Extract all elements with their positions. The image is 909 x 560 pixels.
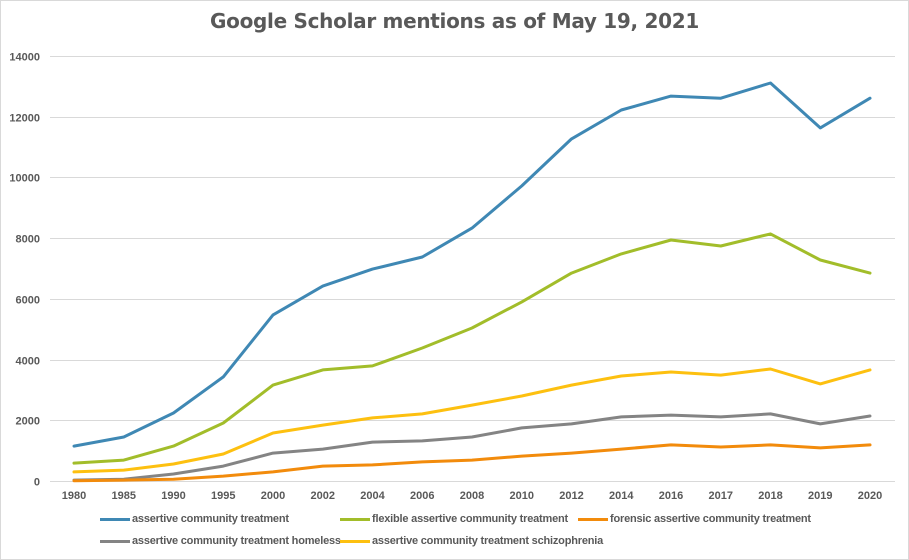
x-tick-label: 2010	[510, 490, 534, 502]
y-tick-label: 2000	[16, 416, 40, 428]
series-line-forensic-assertive-community-treatment	[72, 443, 872, 483]
legend-swatch	[100, 539, 130, 543]
y-tick-label: 12000	[9, 113, 40, 125]
y-tick-label: 8000	[16, 234, 40, 246]
y-tick-label: 6000	[16, 295, 40, 307]
chart-title: Google Scholar mentions as of May 19, 20…	[210, 9, 699, 33]
series-lines	[72, 81, 872, 483]
legend-item-assertive-community-treatment-homeless: assertive community treatment homeless	[100, 535, 341, 547]
x-axis-ticks: 1980 1985 1990 1995 2000 2002 2004 2006 2008 2010…	[62, 490, 882, 502]
y-tick-label: 0	[34, 477, 40, 489]
series-line-assertive-community-treatment-homeless	[72, 412, 872, 482]
x-tick-label: 2006	[410, 490, 434, 502]
x-tick-label: 2000	[261, 490, 285, 502]
legend-item-assertive-community-treatment-schizophrenia: assertive community treatment schizophre…	[340, 535, 603, 547]
x-tick-label: 1980	[62, 490, 86, 502]
x-tick-label: 2004	[360, 490, 385, 502]
legend-swatch	[578, 517, 608, 521]
y-tick-label: 14000	[9, 52, 40, 64]
legend-label: assertive community treatment schizophre…	[372, 535, 604, 547]
x-tick-label: 2002	[311, 490, 335, 502]
x-tick-label: 1995	[211, 490, 235, 502]
x-tick-label: 2016	[659, 490, 683, 502]
y-tick-label: 10000	[9, 173, 40, 185]
legend-item-forensic-assertive-community-treatment: forensic assertive community treatment	[578, 513, 811, 525]
legend-item-assertive-community-treatment: assertive community treatment	[100, 513, 289, 525]
x-tick-label: 2014	[609, 490, 634, 502]
x-tick-label: 2019	[808, 490, 832, 502]
gridlines	[50, 56, 895, 482]
x-tick-label: 2008	[460, 490, 484, 502]
x-tick-label: 2018	[758, 490, 782, 502]
y-tick-label: 4000	[16, 356, 40, 368]
x-tick-label: 1990	[161, 490, 185, 502]
series-line-assertive-community-treatment	[72, 81, 872, 448]
legend-label: assertive community treatment homeless	[132, 535, 341, 547]
x-tick-label: 1985	[112, 490, 136, 502]
x-tick-label: 2020	[858, 490, 882, 502]
x-tick-label: 2012	[559, 490, 583, 502]
legend-item-flexible-assertive-community-treatment: flexible assertive community treatment	[340, 513, 568, 525]
x-tick-label: 2017	[709, 490, 733, 502]
legend-swatch	[340, 539, 370, 543]
series-line-flexible-assertive-community-treatment	[72, 232, 872, 465]
legend-label: assertive community treatment	[132, 513, 289, 525]
legend-label: flexible assertive community treatment	[372, 513, 568, 525]
series-line-assertive-community-treatment-schizophrenia	[72, 367, 872, 474]
legend: assertive community treatment flexible a…	[100, 513, 820, 553]
y-axis-ticks: 0 2000 4000 6000 8000 10000 12000 14000	[9, 52, 40, 489]
legend-label: forensic assertive community treatment	[610, 513, 811, 525]
legend-swatch	[100, 517, 130, 521]
legend-swatch	[340, 517, 370, 521]
